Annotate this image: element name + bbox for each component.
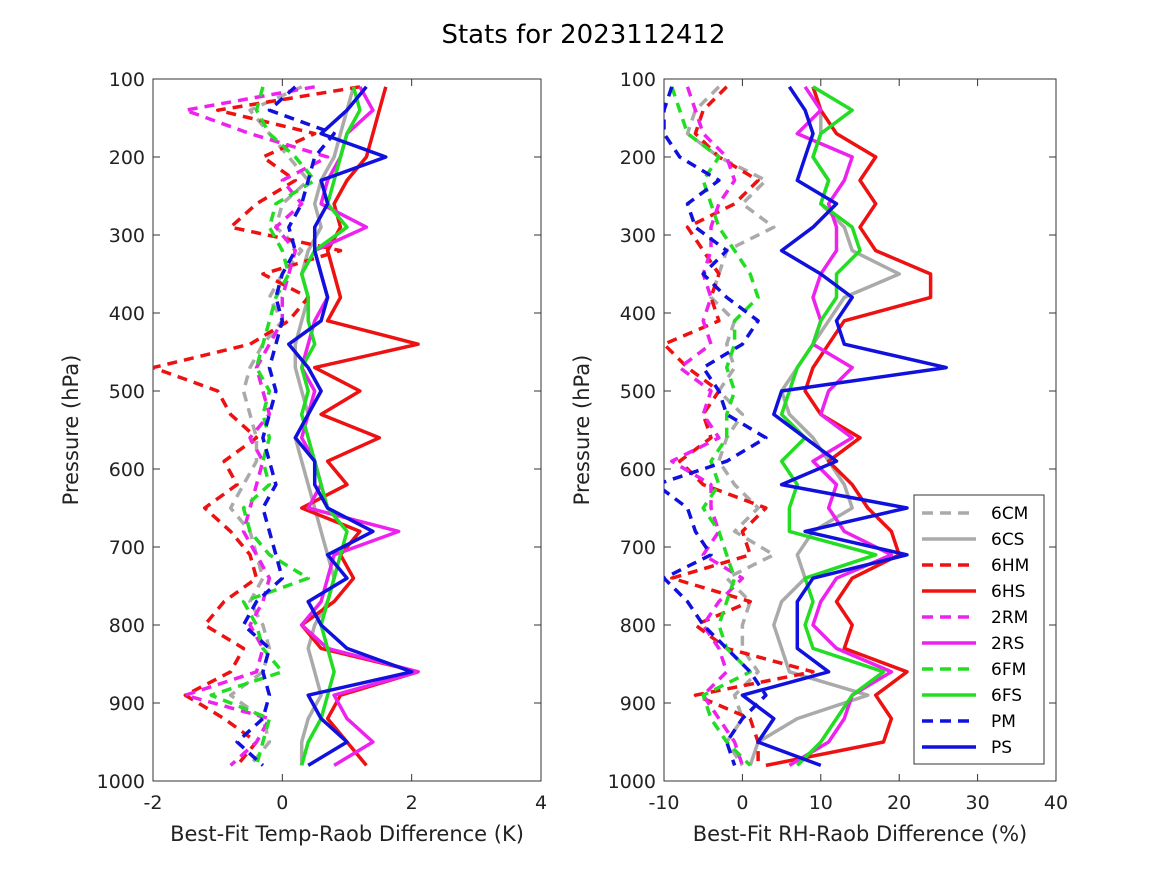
series-line-6hm — [664, 85, 815, 766]
y-tick-label: 800 — [109, 615, 145, 637]
x-tick-label: 40 — [1044, 792, 1068, 814]
y-tick-label: 400 — [109, 303, 145, 325]
legend: 6CM 6CS 6HM 6HS 2RM 2RS 6FM 6FS PM PS — [913, 494, 1045, 765]
y-tick-label: 600 — [620, 459, 656, 481]
y-tick-label: 200 — [109, 147, 145, 169]
x-tick-label: 4 — [535, 792, 547, 814]
y-tick-label: 600 — [109, 459, 145, 481]
y-tick-label: 1000 — [608, 771, 656, 793]
plot-area — [152, 78, 542, 782]
series-line-6fs — [779, 85, 886, 767]
y-tick-label: 300 — [620, 225, 656, 247]
series-line-6cm — [228, 85, 310, 767]
series-line-2rm — [183, 85, 330, 767]
y-tick-label: 900 — [109, 693, 145, 715]
y-tick-label: 400 — [620, 303, 656, 325]
y-tick-label: 500 — [109, 381, 145, 403]
series-line-ps — [740, 85, 948, 768]
series-line-6hs — [765, 86, 933, 768]
series-line-2rm — [670, 86, 745, 766]
x-tick-label: 20 — [887, 792, 911, 814]
legend-label-ps: PS — [991, 738, 1012, 758]
chart-title: Stats for 2023112412 — [441, 20, 726, 50]
y-tick-label: 300 — [109, 225, 145, 247]
legend-label-6fs: 6FS — [991, 686, 1022, 706]
x-axis-title: Best-Fit RH-Raob Difference (%) — [693, 822, 1027, 846]
y-tick-label: 100 — [109, 69, 145, 91]
series-line-6fm — [209, 86, 317, 766]
legend-label-6hs: 6HS — [991, 582, 1025, 602]
series-line-pm — [235, 85, 336, 767]
x-tick-label: 0 — [276, 792, 288, 814]
x-tick-label: 0 — [736, 792, 748, 814]
legend-label-6cm: 6CM — [991, 504, 1028, 524]
panel-1: 100 200 300 400 500 600 700 800 900 1000-2 0 2 4 Best… — [59, 69, 547, 846]
y-tick-label: 1000 — [97, 771, 145, 793]
x-tick-label: 10 — [809, 792, 833, 814]
y-tick-label: 700 — [109, 537, 145, 559]
x-tick-label: -2 — [144, 792, 163, 814]
legend-label-pm: PM — [991, 712, 1016, 732]
legend-label-2rs: 2RS — [991, 634, 1024, 654]
series-line-6hm — [153, 85, 361, 767]
x-tick-label: -10 — [648, 792, 679, 814]
x-tick-label: 2 — [406, 792, 418, 814]
y-axis-title: Pressure (hPa) — [59, 355, 83, 506]
series-line-6fm — [670, 86, 760, 767]
y-tick-label: 900 — [620, 693, 656, 715]
panel-2: 100 200 300 400 500 600 700 800 900 1000-10 0 10 20 3… — [570, 69, 1068, 846]
y-tick-label: 200 — [620, 147, 656, 169]
x-axis-title: Best-Fit Temp-Raob Difference (K) — [170, 822, 524, 846]
series-line-pm — [664, 86, 768, 766]
series-group — [664, 85, 948, 768]
y-tick-label: 500 — [620, 381, 656, 403]
y-tick-label: 700 — [620, 537, 656, 559]
legend-label-2rm: 2RM — [991, 608, 1028, 628]
y-tick-label: 800 — [620, 615, 656, 637]
x-tick-label: 30 — [966, 792, 990, 814]
y-axis-title: Pressure (hPa) — [570, 355, 594, 506]
legend-label-6cs: 6CS — [991, 530, 1024, 550]
y-tick-label: 100 — [620, 69, 656, 91]
series-line-6fs — [299, 86, 362, 766]
series-group — [153, 85, 420, 767]
legend-box — [913, 494, 1045, 765]
legend-label-6hm: 6HM — [991, 556, 1029, 576]
legend-label-6fm: 6FM — [991, 660, 1026, 680]
series-line-ps — [287, 85, 414, 767]
